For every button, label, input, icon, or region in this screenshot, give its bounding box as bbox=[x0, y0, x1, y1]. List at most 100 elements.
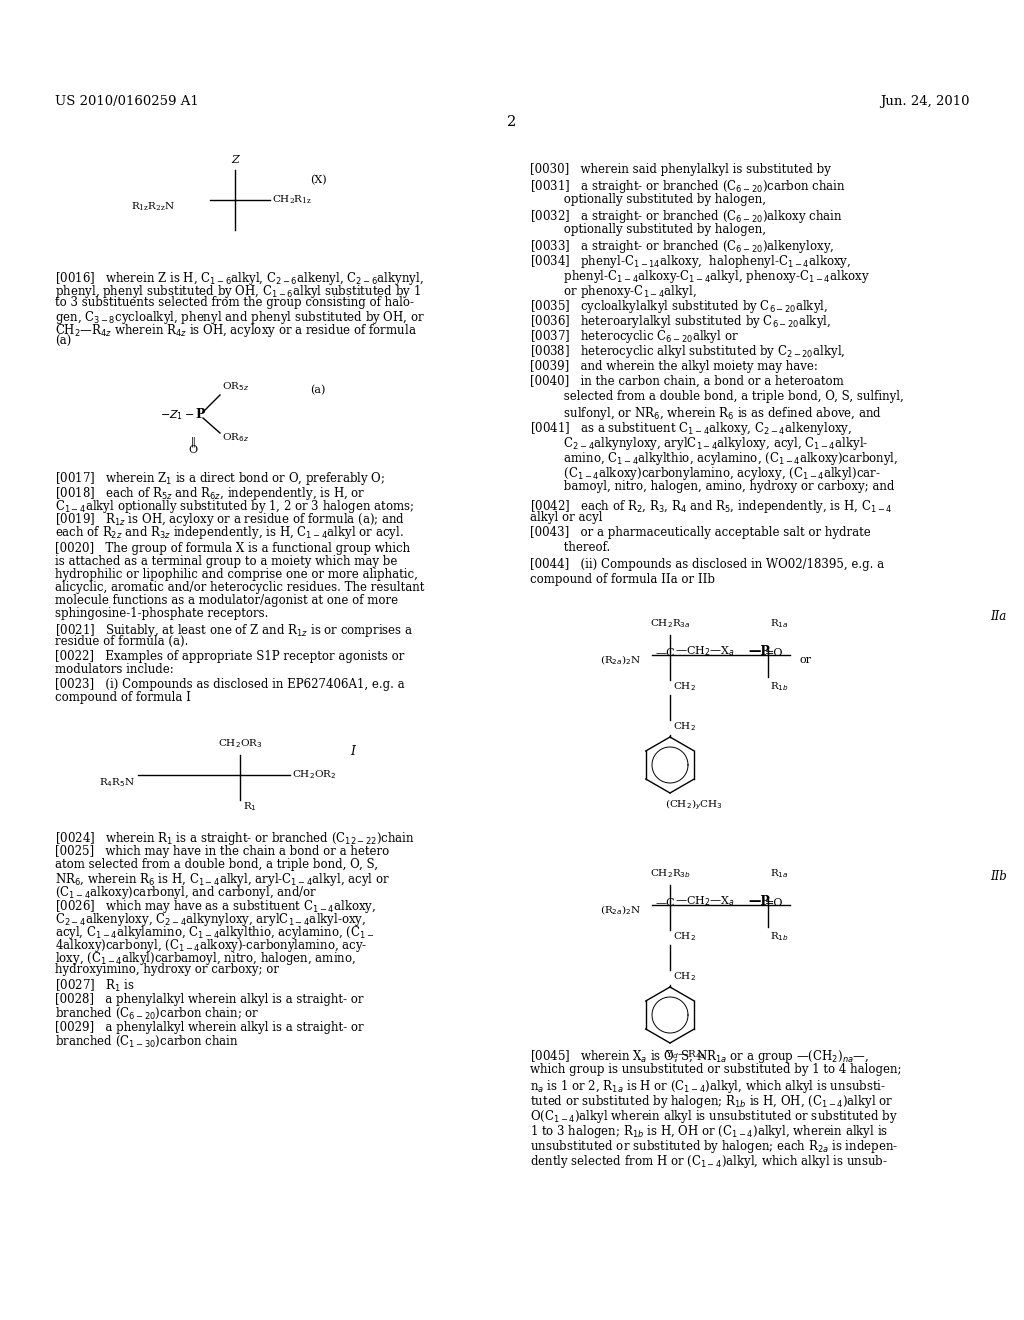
Text: R$_{1b}$: R$_{1b}$ bbox=[770, 931, 788, 942]
Text: dently selected from H or (C$_{1-4}$)alkyl, which alkyl is unsub-: dently selected from H or (C$_{1-4}$)alk… bbox=[530, 1152, 888, 1170]
Text: or: or bbox=[800, 655, 812, 665]
Text: O(C$_{1-4}$)alkyl wherein alkyl is unsubstituted or substituted by: O(C$_{1-4}$)alkyl wherein alkyl is unsub… bbox=[530, 1107, 898, 1125]
Text: or phenoxy-C$_{1-4}$alkyl,: or phenoxy-C$_{1-4}$alkyl, bbox=[530, 282, 697, 300]
Text: $-Z_1-$: $-Z_1-$ bbox=[160, 408, 195, 422]
Text: =O: =O bbox=[765, 898, 783, 908]
Text: R$_{1a}$: R$_{1a}$ bbox=[770, 618, 788, 630]
Text: loxy, (C$_{1-4}$alkyl)carbamoyl, nitro, halogen, amino,: loxy, (C$_{1-4}$alkyl)carbamoyl, nitro, … bbox=[55, 950, 356, 968]
Text: 1 to 3 halogen; R$_{1b}$ is H, OH or (C$_{1-4}$)alkyl, wherein alkyl is: 1 to 3 halogen; R$_{1b}$ is H, OH or (C$… bbox=[530, 1123, 888, 1140]
Text: bamoyl, nitro, halogen, amino, hydroxy or carboxy; and: bamoyl, nitro, halogen, amino, hydroxy o… bbox=[530, 480, 894, 492]
Text: (X): (X) bbox=[310, 176, 327, 185]
Text: —P: —P bbox=[748, 645, 770, 657]
Text: hydrophilic or lipophilic and comprise one or more aliphatic,: hydrophilic or lipophilic and comprise o… bbox=[55, 568, 418, 581]
Text: —C: —C bbox=[656, 648, 676, 657]
Text: Z: Z bbox=[231, 154, 239, 165]
Text: compound of formula I: compound of formula I bbox=[55, 690, 190, 704]
Text: [0027]   R$_1$ is: [0027] R$_1$ is bbox=[55, 978, 135, 994]
Text: P: P bbox=[195, 408, 205, 421]
Text: thereof.: thereof. bbox=[530, 541, 610, 554]
Text: [0035]   cycloalkylalkyl substituted by C$_{6-20}$alkyl,: [0035] cycloalkylalkyl substituted by C$… bbox=[530, 298, 828, 315]
Text: CH$_2$: CH$_2$ bbox=[673, 970, 696, 983]
Text: O: O bbox=[188, 445, 198, 455]
Text: [0019]   R$_{1z}$ is OH, acyloxy or a residue of formula (a); and: [0019] R$_{1z}$ is OH, acyloxy or a resi… bbox=[55, 511, 406, 528]
Text: gen, C$_{3-8}$cycloalkyl, phenyl and phenyl substituted by OH, or: gen, C$_{3-8}$cycloalkyl, phenyl and phe… bbox=[55, 309, 425, 326]
Text: [0045]   wherein X$_a$ is O, S, NR$_{1a}$ or a group —(CH$_2$)$_{na}$—,: [0045] wherein X$_a$ is O, S, NR$_{1a}$ … bbox=[530, 1048, 869, 1065]
Text: branched (C$_{6-20}$)carbon chain; or: branched (C$_{6-20}$)carbon chain; or bbox=[55, 1006, 259, 1022]
Text: $\mathregular{CH_2R_{1z}}$: $\mathregular{CH_2R_{1z}}$ bbox=[272, 194, 312, 206]
Text: branched (C$_{1-30}$)carbon chain: branched (C$_{1-30}$)carbon chain bbox=[55, 1034, 239, 1049]
Text: phenyl, phenyl substituted by OH, C$_{1-6}$alkyl substituted by 1: phenyl, phenyl substituted by OH, C$_{1-… bbox=[55, 282, 421, 300]
Text: each of R$_{2z}$ and R$_{3z}$ independently, is H, C$_{1-4}$alkyl or acyl.: each of R$_{2z}$ and R$_{3z}$ independen… bbox=[55, 524, 403, 541]
Text: $\mathregular{R_{1z}R_{2z}N}$: $\mathregular{R_{1z}R_{2z}N}$ bbox=[131, 201, 175, 214]
Text: CH$_2$: CH$_2$ bbox=[673, 719, 696, 733]
Text: selected from a double bond, a triple bond, O, S, sulfinyl,: selected from a double bond, a triple bo… bbox=[530, 389, 904, 403]
Text: R$_{1a}$: R$_{1a}$ bbox=[770, 867, 788, 880]
Text: unsubstituted or substituted by halogen; each R$_{2a}$ is indepen-: unsubstituted or substituted by halogen;… bbox=[530, 1138, 898, 1155]
Text: [0034]   phenyl-C$_{1-14}$alkoxy,  halophenyl-C$_{1-4}$alkoxy,: [0034] phenyl-C$_{1-14}$alkoxy, halophen… bbox=[530, 253, 851, 271]
Text: [0037]   heterocyclic C$_{6-20}$alkyl or: [0037] heterocyclic C$_{6-20}$alkyl or bbox=[530, 327, 738, 345]
Text: —CH$_2$—X$_a$: —CH$_2$—X$_a$ bbox=[675, 894, 735, 908]
Text: optionally substituted by halogen,: optionally substituted by halogen, bbox=[530, 223, 766, 236]
Text: (R$_{2a}$)$_2$N: (R$_{2a}$)$_2$N bbox=[600, 903, 641, 917]
Text: compound of formula IIa or IIb: compound of formula IIa or IIb bbox=[530, 573, 715, 586]
Text: IIa: IIa bbox=[990, 610, 1007, 623]
Text: [0016]   wherein Z is H, C$_{1-6}$alkyl, C$_{2-6}$alkenyl, C$_{2-6}$alkynyl,: [0016] wherein Z is H, C$_{1-6}$alkyl, C… bbox=[55, 271, 424, 286]
Text: OR$_{6z}$: OR$_{6z}$ bbox=[222, 432, 249, 444]
Text: CH$_2$OR$_3$: CH$_2$OR$_3$ bbox=[218, 737, 262, 750]
Text: 4alkoxy)carbonyl, (C$_{1-4}$alkoxy)-carbonylamino, acy-: 4alkoxy)carbonyl, (C$_{1-4}$alkoxy)-carb… bbox=[55, 937, 368, 954]
Text: CH$_2$—R$_{4z}$ wherein R$_{4z}$ is OH, acyloxy or a residue of formula: CH$_2$—R$_{4z}$ wherein R$_{4z}$ is OH, … bbox=[55, 322, 417, 339]
Text: —P: —P bbox=[748, 895, 770, 908]
Text: R$_1$: R$_1$ bbox=[243, 800, 257, 813]
Text: alkyl or acyl: alkyl or acyl bbox=[530, 511, 602, 524]
Text: [0043]   or a pharmaceutically acceptable salt or hydrate: [0043] or a pharmaceutically acceptable … bbox=[530, 525, 870, 539]
Text: NR$_6$, wherein R$_6$ is H, C$_{1-4}$alkyl, aryl-C$_{1-4}$alkyl, acyl or: NR$_6$, wherein R$_6$ is H, C$_{1-4}$alk… bbox=[55, 871, 390, 888]
Text: modulators include:: modulators include: bbox=[55, 663, 174, 676]
Text: molecule functions as a modulator/agonist at one of more: molecule functions as a modulator/agonis… bbox=[55, 594, 398, 607]
Text: CH$_2$R$_{3b}$: CH$_2$R$_{3b}$ bbox=[649, 867, 690, 880]
Text: [0030]   wherein said phenylalkyl is substituted by: [0030] wherein said phenylalkyl is subst… bbox=[530, 162, 830, 176]
Text: n$_a$ is 1 or 2, R$_{1a}$ is H or (C$_{1-4}$)alkyl, which alkyl is unsubsti-: n$_a$ is 1 or 2, R$_{1a}$ is H or (C$_{1… bbox=[530, 1078, 886, 1096]
Text: [0044]   (ii) Compounds as disclosed in WO02/18395, e.g. a: [0044] (ii) Compounds as disclosed in WO… bbox=[530, 558, 884, 572]
Text: tuted or substituted by halogen; R$_{1b}$ is H, OH, (C$_{1-4}$)alkyl or: tuted or substituted by halogen; R$_{1b}… bbox=[530, 1093, 894, 1110]
Text: —C: —C bbox=[656, 898, 676, 908]
Text: —CH$_2$—X$_a$: —CH$_2$—X$_a$ bbox=[675, 644, 735, 657]
Text: Jun. 24, 2010: Jun. 24, 2010 bbox=[881, 95, 970, 108]
Text: [0029]   a phenylalkyl wherein alkyl is a straight- or: [0029] a phenylalkyl wherein alkyl is a … bbox=[55, 1020, 364, 1034]
Text: CH$_2$R$_{3a}$: CH$_2$R$_{3a}$ bbox=[650, 618, 690, 630]
Text: (C$_{1-4}$alkoxy)carbonyl, and carbonyl, and/or: (C$_{1-4}$alkoxy)carbonyl, and carbonyl,… bbox=[55, 884, 317, 902]
Text: acyl, C$_{1-4}$alkylamino, C$_{1-4}$alkylthio, acylamino, (C$_{1-}$: acyl, C$_{1-4}$alkylamino, C$_{1-4}$alky… bbox=[55, 924, 374, 941]
Text: sulfonyl, or NR$_6$, wherein R$_6$ is as defined above, and: sulfonyl, or NR$_6$, wherein R$_6$ is as… bbox=[530, 405, 882, 422]
Text: [0039]   and wherein the alkyl moiety may have:: [0039] and wherein the alkyl moiety may … bbox=[530, 360, 818, 374]
Text: [0018]   each of R$_{5z}$ and R$_{6z}$, independently, is H, or: [0018] each of R$_{5z}$ and R$_{6z}$, in… bbox=[55, 484, 366, 502]
Text: [0040]   in the carbon chain, a bond or a heteroatom: [0040] in the carbon chain, a bond or a … bbox=[530, 375, 844, 388]
Text: $\|$: $\|$ bbox=[190, 436, 196, 449]
Text: Y$_d$—R$_{4a}$: Y$_d$—R$_{4a}$ bbox=[665, 1048, 706, 1061]
Text: phenyl-C$_{1-4}$alkoxy-C$_{1-4}$alkyl, phenoxy-C$_{1-4}$alkoxy: phenyl-C$_{1-4}$alkoxy-C$_{1-4}$alkyl, p… bbox=[530, 268, 869, 285]
Text: CH$_2$: CH$_2$ bbox=[673, 931, 696, 942]
Text: [0022]   Examples of appropriate S1P receptor agonists or: [0022] Examples of appropriate S1P recep… bbox=[55, 649, 404, 663]
Text: [0017]   wherein Z$_1$ is a direct bond or O, preferably O;: [0017] wherein Z$_1$ is a direct bond or… bbox=[55, 470, 385, 487]
Text: =O: =O bbox=[765, 648, 783, 657]
Text: [0025]   which may have in the chain a bond or a hetero: [0025] which may have in the chain a bon… bbox=[55, 845, 389, 858]
Text: (a): (a) bbox=[55, 335, 72, 348]
Text: [0024]   wherein R$_1$ is a straight- or branched (C$_{12-22}$)chain: [0024] wherein R$_1$ is a straight- or b… bbox=[55, 830, 415, 847]
Text: [0021]   Suitably, at least one of Z and R$_{1z}$ is or comprises a: [0021] Suitably, at least one of Z and R… bbox=[55, 622, 414, 639]
Text: OR$_{5z}$: OR$_{5z}$ bbox=[222, 380, 249, 393]
Text: R$_{1b}$: R$_{1b}$ bbox=[770, 680, 788, 693]
Text: sphingosine-1-phosphate receptors.: sphingosine-1-phosphate receptors. bbox=[55, 607, 268, 620]
Text: which group is unsubstituted or substituted by 1 to 4 halogen;: which group is unsubstituted or substitu… bbox=[530, 1063, 901, 1076]
Text: is attached as a terminal group to a moiety which may be: is attached as a terminal group to a moi… bbox=[55, 554, 397, 568]
Text: C$_{2-4}$alkenyloxy, C$_{2-4}$alkynyloxy, arylC$_{1-4}$alkyl-oxy,: C$_{2-4}$alkenyloxy, C$_{2-4}$alkynyloxy… bbox=[55, 911, 367, 928]
Text: [0020]   The group of formula X is a functional group which: [0020] The group of formula X is a funct… bbox=[55, 543, 411, 554]
Text: alicyclic, aromatic and/or heterocyclic residues. The resultant: alicyclic, aromatic and/or heterocyclic … bbox=[55, 581, 424, 594]
Text: R$_4$R$_5$N: R$_4$R$_5$N bbox=[98, 776, 135, 789]
Text: [0033]   a straight- or branched (C$_{6-20}$)alkenyloxy,: [0033] a straight- or branched (C$_{6-20… bbox=[530, 238, 835, 255]
Text: amino, C$_{1-4}$alkylthio, acylamino, (C$_{1-4}$alkoxy)carbonyl,: amino, C$_{1-4}$alkylthio, acylamino, (C… bbox=[530, 450, 898, 467]
Text: [0031]   a straight- or branched (C$_{6-20}$)carbon chain: [0031] a straight- or branched (C$_{6-20… bbox=[530, 178, 846, 195]
Text: (C$_{1-4}$alkoxy)carbonylamino, acyloxy, (C$_{1-4}$alkyl)car-: (C$_{1-4}$alkoxy)carbonylamino, acyloxy,… bbox=[530, 465, 881, 482]
Text: (CH$_2$)$_y$CH$_3$: (CH$_2$)$_y$CH$_3$ bbox=[665, 799, 723, 812]
Text: [0032]   a straight- or branched (C$_{6-20}$)alkoxy chain: [0032] a straight- or branched (C$_{6-20… bbox=[530, 209, 843, 224]
Text: C$_{2-4}$alkynyloxy, arylC$_{1-4}$alkyloxy, acyl, C$_{1-4}$alkyl-: C$_{2-4}$alkynyloxy, arylC$_{1-4}$alkylo… bbox=[530, 436, 868, 451]
Text: (a): (a) bbox=[310, 385, 326, 395]
Text: hydroxyimino, hydroxy or carboxy; or: hydroxyimino, hydroxy or carboxy; or bbox=[55, 964, 279, 975]
